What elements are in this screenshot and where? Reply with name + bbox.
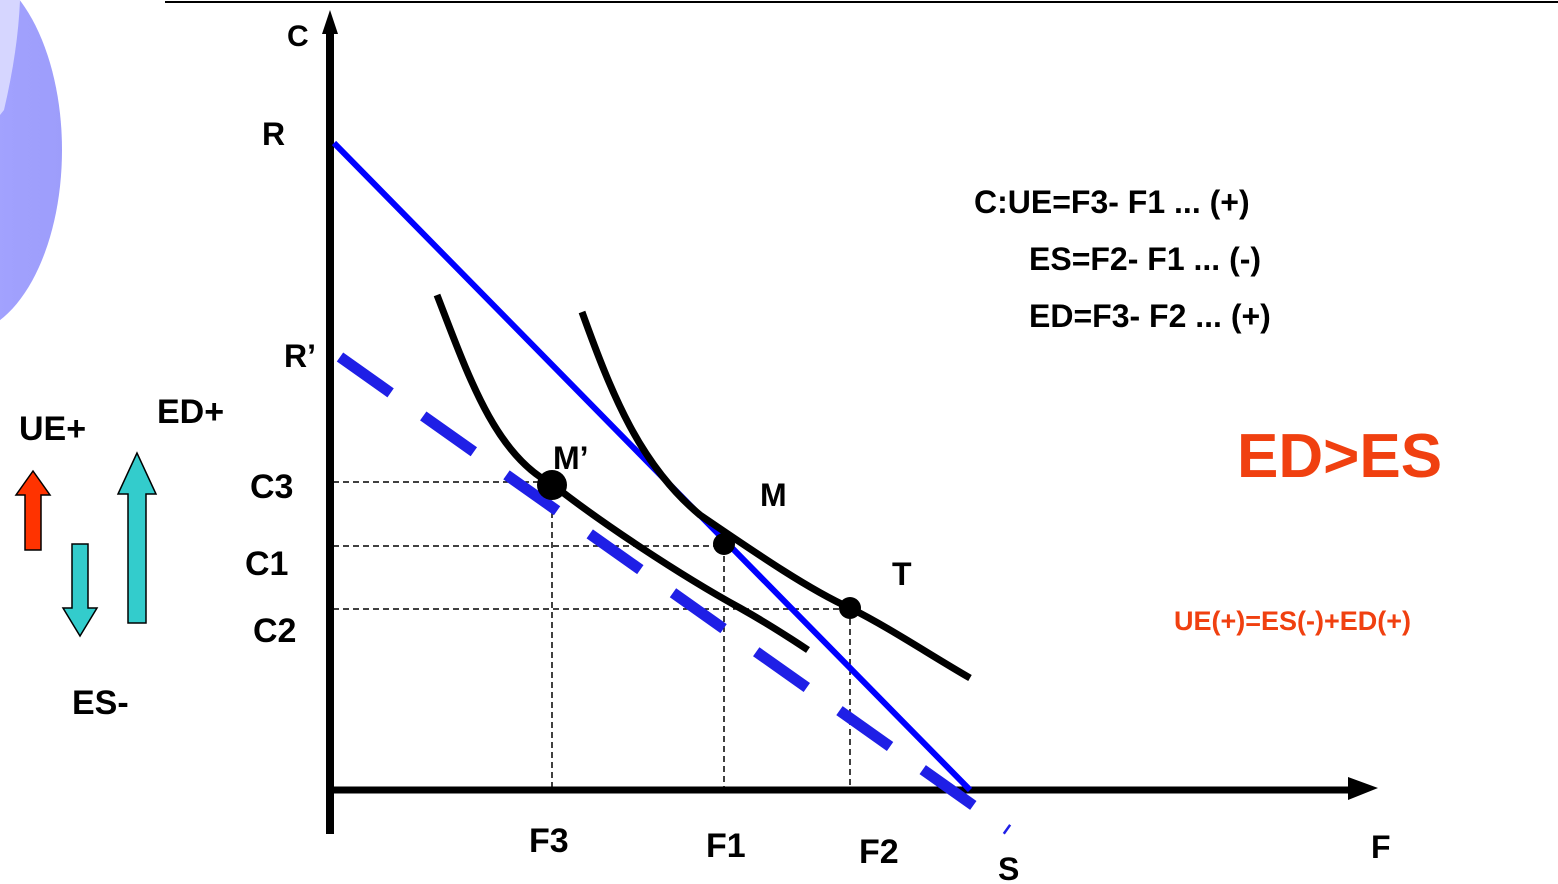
indifference-curve-low (433, 293, 810, 653)
es-down-arrow-icon (61, 543, 99, 638)
x-axis (330, 777, 1378, 800)
point-t (839, 597, 861, 619)
equation-ue: C:UE=F3- F1 ... (+) (974, 184, 1250, 220)
ue-up-arrow-icon (14, 469, 52, 551)
label-s: S (998, 851, 1019, 884)
decorative-circle-highlight (0, 0, 20, 115)
label-m: M (760, 477, 787, 513)
tick-f3: F3 (529, 822, 569, 860)
compensated-budget-line (336, 352, 1012, 835)
ed-up-arrow-icon (116, 451, 158, 624)
point-m-prime (537, 470, 567, 500)
tick-c1: C1 (245, 545, 288, 583)
label-ed: ED+ (157, 393, 224, 431)
identity-text: UE(+)=ES(-)+ED(+) (1174, 606, 1411, 636)
comparison-text: ED>ES (1237, 422, 1442, 491)
guide-lines (333, 481, 851, 787)
label-r-prime: R’ (284, 338, 316, 374)
label-ue: UE+ (19, 410, 86, 448)
tick-c2: C2 (253, 612, 296, 650)
tick-f1: F1 (706, 827, 746, 865)
equation-es: ES=F2- F1 ... (-) (1029, 241, 1261, 277)
x-axis-label: F (1371, 829, 1391, 865)
tick-f2: F2 (859, 833, 899, 871)
point-m (713, 533, 735, 555)
label-r: R (262, 116, 285, 152)
indifference-curve-high (578, 310, 972, 682)
y-axis (322, 10, 338, 834)
label-es: ES- (72, 684, 129, 722)
decorative-circle (0, 0, 62, 321)
label-t: T (892, 556, 912, 592)
label-m-prime: M’ (553, 440, 589, 476)
equation-ed: ED=F3- F2 ... (+) (1029, 298, 1271, 334)
y-axis-label: C (287, 20, 309, 53)
tick-c3: C3 (250, 468, 293, 506)
